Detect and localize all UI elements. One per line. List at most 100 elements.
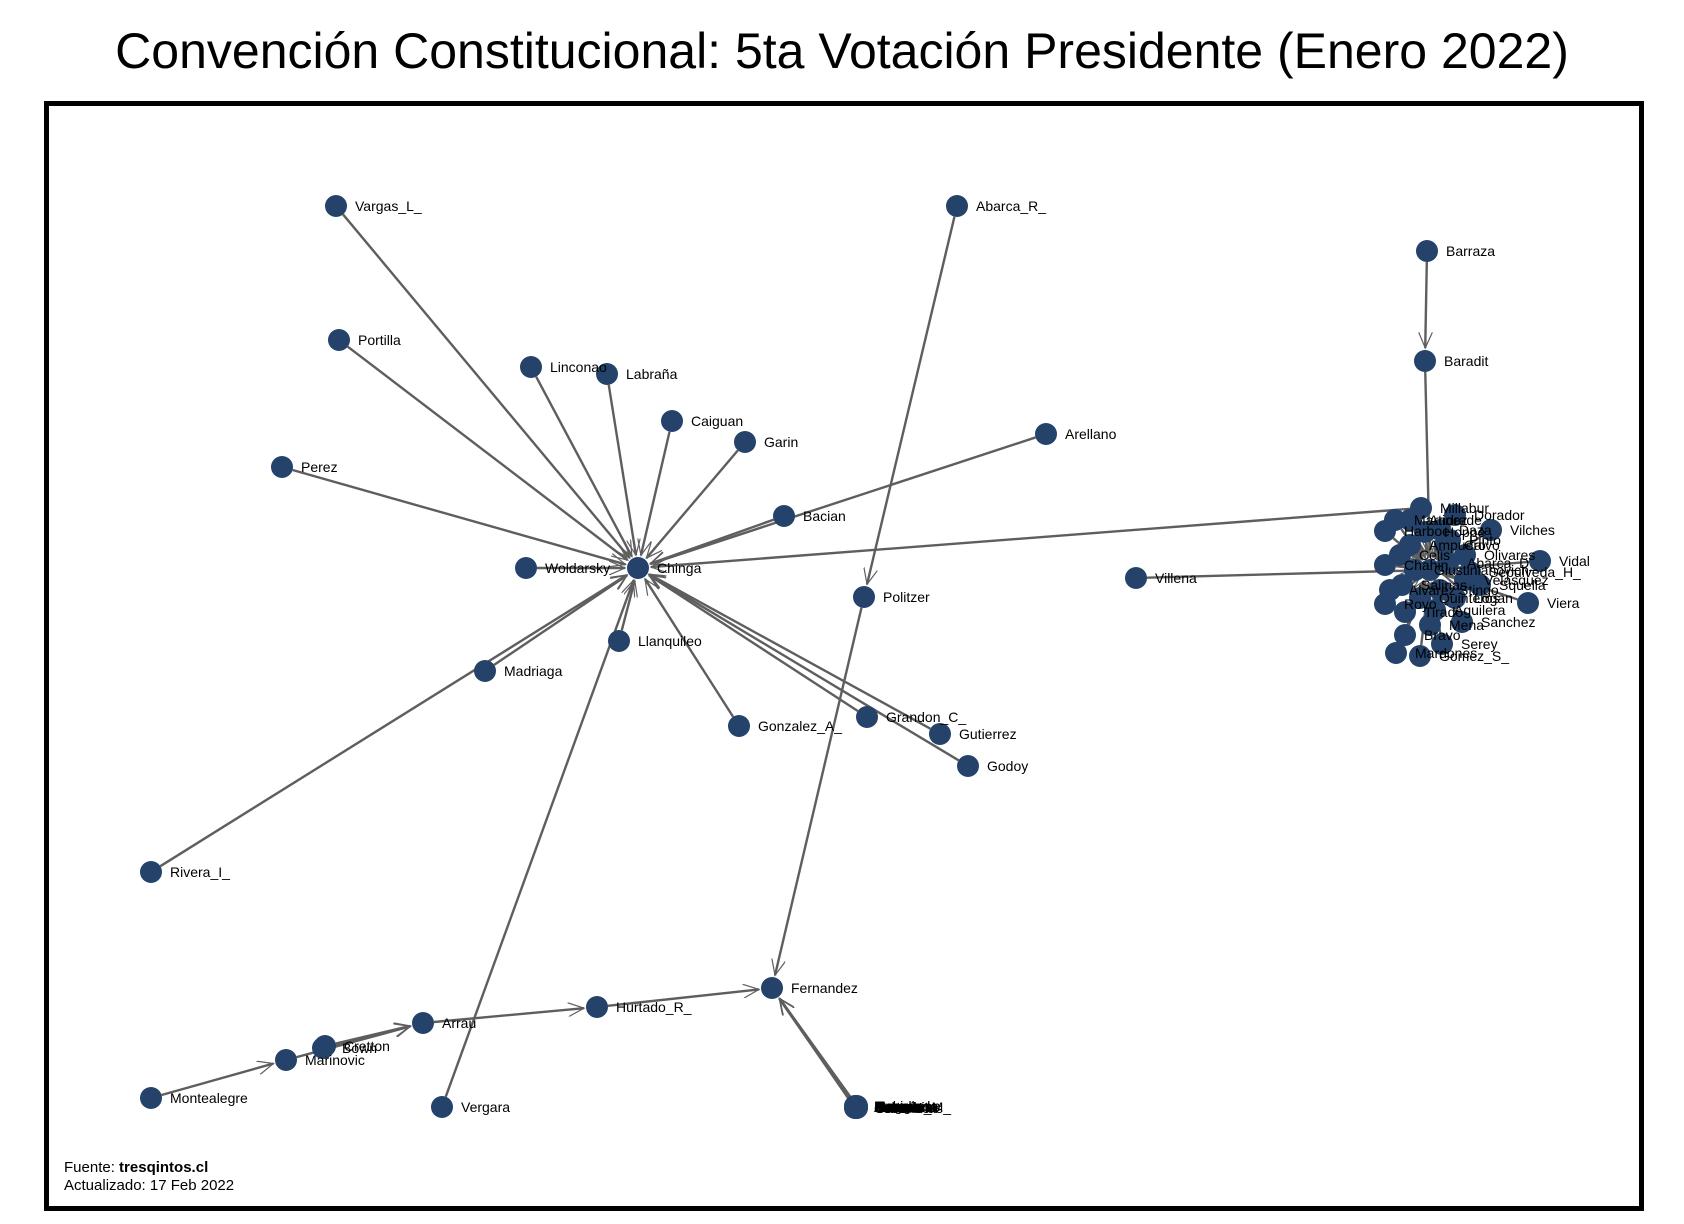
node-label-castro: Castro [875,1099,916,1115]
node-label-tirado: Tirado [1424,604,1463,620]
node-martinez [1384,509,1406,531]
node-linconao [520,356,542,378]
node-label-marinovic: Marinovic [305,1052,365,1068]
edge-arrau-to-hurtado-r [433,1008,584,1024]
node-gonzalez-a [728,715,750,737]
node-chinga [627,557,649,579]
node-label-linconao: Linconao [550,359,607,375]
node-calvo [1434,534,1456,556]
node-label-daza: Daza [1459,522,1492,538]
node-rivera-i [140,861,162,883]
node-label-giustinianovich: Giustinianovich [1434,562,1529,578]
node-label-chahin: Chahin [1404,557,1448,573]
node-label-vergara: Vergara [461,1099,510,1115]
node-label-cretton: Cretton [344,1038,390,1054]
plot-frame [44,101,1644,1211]
edge-hurtado-r-to-fernandez [607,989,759,1008]
node-vidal [1529,550,1551,572]
node-grandon-c [856,706,878,728]
node-label-squella: Squella [1499,577,1546,593]
node-alvarez [1379,579,1401,601]
node-madriaga [474,660,496,682]
node-label-vidal: Vidal [1559,553,1590,569]
edge-linconao-to-chinga [535,376,633,557]
node-label-politzer: Politzer [883,589,930,605]
node-label-bacian: Bacian [803,508,846,524]
node-dorador [1444,504,1466,526]
node-baradit [1414,350,1436,372]
edge-labra-a-to-chinga [607,384,636,555]
node-label-sepulveda-h: Sepulveda_H_ [1489,564,1581,580]
node-jurgensen [845,1095,867,1117]
node-perez [271,456,293,478]
node-viera [1517,592,1539,614]
node-label-labra: Labra [876,1099,912,1115]
caption: Fuente: tresqintos.cl Actualizado: 17 Fe… [64,1159,234,1195]
node-mardones [1385,642,1407,664]
node-label-godoy: Godoy [987,758,1028,774]
node-label-labra-a: Labraña [626,366,678,382]
edge-vargas-l-to-chinga [342,213,630,558]
node-hurtado-r [586,996,608,1018]
node-fernandez [761,977,783,999]
node-label-montealegre: Montealegre [170,1090,248,1106]
node-label-gonzalez-a: Gonzalez_A_ [758,718,842,734]
edge-abarca-r-to-politzer [867,216,956,585]
node-marinovic [275,1049,297,1071]
node-label-grandon-c: Grandon_C_ [886,709,966,725]
node-label-salinas: Salinas [1421,577,1467,593]
node-logan [1444,587,1466,609]
source-label: Fuente: [64,1159,120,1176]
node-label-chinga: Chinga [657,560,702,576]
node-giustinianovich [1404,559,1426,581]
node-hoppe [1414,521,1436,543]
node-villena [1125,567,1147,589]
node-label-llanquileo: Llanquileo [638,633,702,649]
node-label-baradit: Baradit [1444,353,1488,369]
node-label-caiguan: Caiguan [691,413,743,429]
node-portilla [328,329,350,351]
edge-vergara-to-chinga [444,580,634,1098]
node-label-arrau: Arrau [442,1015,476,1031]
node-label-jofre: Jofre [876,1100,907,1116]
node-label-logan: Logan [1474,590,1513,606]
node-label-rivera-i: Rivera_I_ [170,864,230,880]
node-arellano [1035,423,1057,445]
node-label-fernandez: Fernandez [791,980,858,996]
node-quinteros [1409,587,1431,609]
node-godoy [957,755,979,777]
node-label-sanchez: Sanchez [1481,614,1535,630]
edge-villena-to-loncon [1146,570,1417,579]
edge-jurgensen-to-fernandez [778,999,851,1098]
node-label-neumann: Neumann [876,1099,937,1115]
edge-garin-to-chinga [646,449,739,558]
page-title: Convención Constitucional: 5ta Votación … [115,23,1569,79]
node-label-dorador: Dorador [1474,507,1525,523]
node-label-alvarez: Alvarez [1409,582,1456,598]
node-label-bown: Bown [342,1040,377,1056]
edge-montealegre-to-marinovic [161,1064,274,1097]
node-label-abarca-r: Abarca_R_ [976,198,1046,214]
node-label-mena: Mena [1449,617,1484,633]
node-label-navarrete: Navarrete [875,1099,937,1115]
edge-portilla-to-chinga [347,345,628,562]
node-label-arancibia: Arancibia [874,1099,933,1115]
node-olivares [1454,544,1476,566]
node-label-hurtado-r: Hurtado_R_ [616,999,692,1015]
node-gutierrez [929,723,951,745]
node-label-stingo: Stingo [1459,582,1499,598]
source-name: tresqintos.cl [119,1159,209,1176]
node-label-villena: Villena [1155,570,1197,586]
node-label-portilla: Portilla [358,332,401,348]
node-label-garin: Garin [764,434,798,450]
source-line: Fuente: tresqintos.cl [64,1159,234,1177]
node-label-woldarsky: Woldarsky [545,560,610,576]
node-label-rebolledo: Rebolledo [875,1098,938,1114]
node-chahin [1374,554,1396,576]
node-llanquileo [608,630,630,652]
node-label-millabur: Millabur [1440,500,1489,516]
node-label-mardones: Mardones [1415,645,1477,661]
node-vilches [1480,519,1502,541]
edge-perez-to-chinga [292,468,626,564]
